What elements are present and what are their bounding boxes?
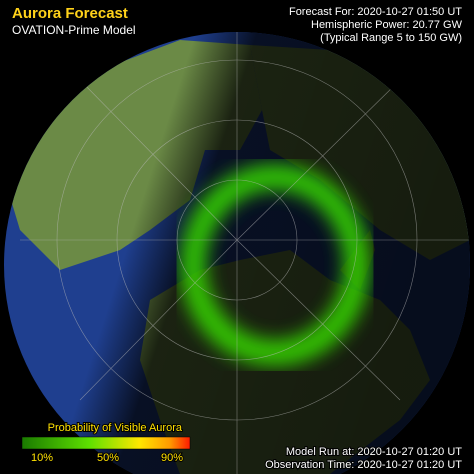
legend-label: 50% — [97, 452, 119, 464]
observation-time: Observation Time: 2020-10-27 01:20 UT — [265, 459, 462, 471]
forecast-time: Forecast For: 2020-10-27 01:50 UT — [289, 6, 462, 18]
legend-label: 10% — [31, 452, 53, 464]
model-run: Model Run at: 2020-10-27 01:20 UT — [286, 446, 462, 458]
aurora-oval — [180, 164, 370, 366]
typical-range: (Typical Range 5 to 150 GW) — [320, 32, 462, 44]
subtitle: OVATION-Prime Model — [12, 23, 136, 37]
hemispheric-power: Hemispheric Power: 20.77 GW — [311, 19, 463, 31]
title: Aurora Forecast — [12, 5, 128, 22]
color-bar — [21, 436, 191, 450]
legend-title: Probability of Visible Aurora — [48, 422, 183, 434]
graticule — [20, 32, 470, 474]
globe — [4, 32, 470, 474]
legend-label: 90% — [161, 452, 183, 464]
